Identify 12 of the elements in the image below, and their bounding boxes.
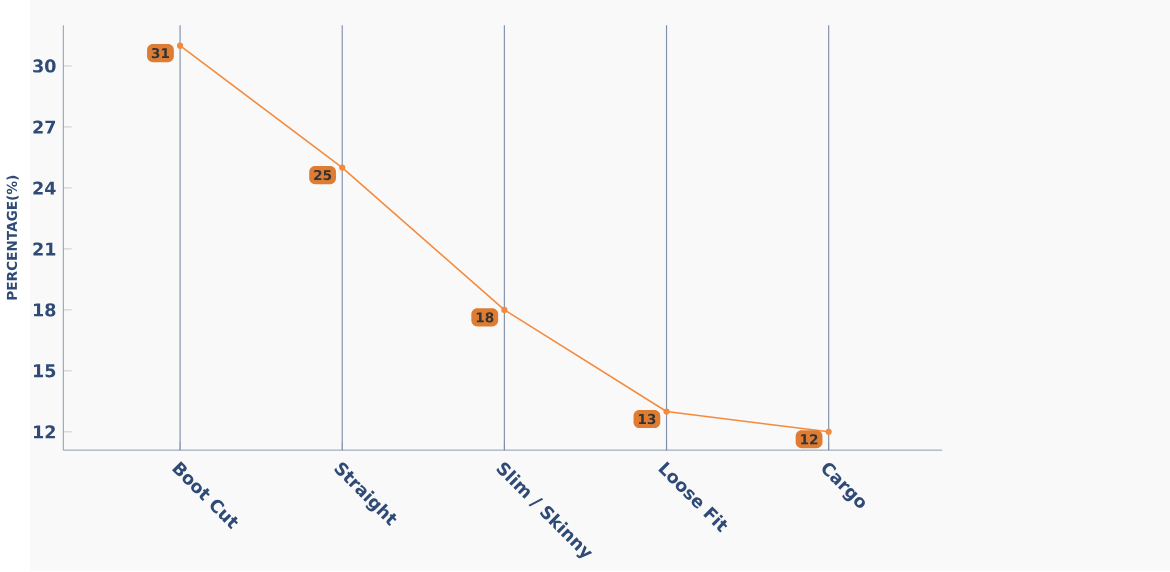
y-tick-label: 24	[33, 181, 56, 195]
y-tick-label: 21	[33, 242, 56, 256]
y-tick-label: 30	[33, 59, 56, 73]
point	[825, 428, 832, 436]
y-tick-label: 15	[34, 364, 56, 378]
y-tick-label: 12	[34, 425, 55, 439]
point	[501, 306, 508, 314]
point	[176, 42, 184, 49]
y-tick-label: 27	[33, 120, 56, 134]
point	[339, 164, 346, 171]
y-tick-label: 18	[34, 303, 56, 317]
point	[663, 408, 670, 415]
